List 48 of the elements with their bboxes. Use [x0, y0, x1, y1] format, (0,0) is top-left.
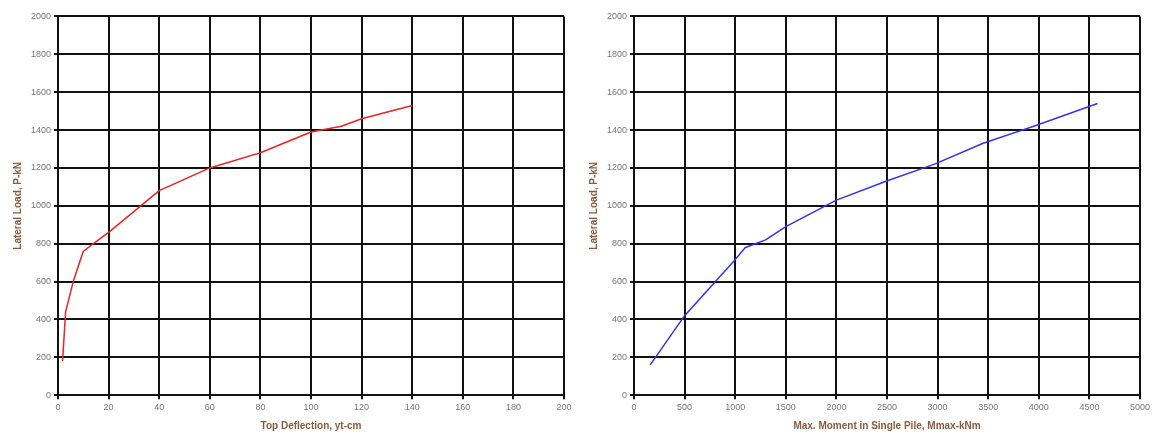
x-tick-label: 200 — [556, 402, 572, 413]
x-tick-label: 1000 — [725, 402, 746, 413]
x-tick-label: 80 — [255, 402, 266, 413]
y-tick-label: 0 — [46, 389, 52, 400]
x-tick-label: 0 — [631, 402, 637, 413]
y-tick-label: 1800 — [606, 48, 628, 59]
y-tick-label: 1800 — [30, 48, 52, 59]
y-tick-label: 800 — [611, 238, 628, 249]
y-tick-label: 1000 — [30, 200, 52, 211]
x-tick-label: 4500 — [1079, 402, 1100, 413]
y-tick-label: 1200 — [606, 162, 628, 173]
y-tick-label: 200 — [35, 351, 52, 362]
x-tick-label: 2000 — [826, 402, 847, 413]
y-axis-title: Lateral Load, P-kN — [11, 161, 23, 250]
y-tick-label: 400 — [35, 313, 52, 324]
y-tick-label: 200 — [611, 351, 628, 362]
x-tick-label: 180 — [505, 402, 521, 413]
y-tick-label: 1400 — [606, 124, 628, 135]
x-tick-label: 3000 — [927, 402, 948, 413]
x-tick-label: 1500 — [775, 402, 796, 413]
x-tick-label: 0 — [55, 402, 61, 413]
y-tick-label: 1600 — [30, 86, 52, 97]
y-tick-label: 2000 — [30, 10, 52, 21]
x-tick-label: 100 — [303, 402, 319, 413]
y-axis-title: Lateral Load, P-kN — [587, 161, 599, 250]
x-tick-label: 160 — [455, 402, 471, 413]
y-tick-label: 1000 — [606, 200, 628, 211]
y-tick-label: 400 — [611, 313, 628, 324]
x-tick-label: 3500 — [978, 402, 999, 413]
x-axis-title: Top Deflection, yt-cm — [260, 419, 362, 431]
x-tick-label: 60 — [204, 402, 215, 413]
x-tick-label: 140 — [404, 402, 420, 413]
y-tick-label: 1400 — [30, 124, 52, 135]
x-tick-label: 4000 — [1028, 402, 1049, 413]
x-tick-label: 5000 — [1129, 402, 1151, 413]
x-tick-label: 20 — [103, 402, 114, 413]
y-tick-label: 1600 — [606, 86, 628, 97]
y-tick-label: 800 — [35, 238, 52, 249]
y-tick-label: 600 — [35, 276, 52, 287]
y-tick-label: 600 — [611, 276, 628, 287]
x-axis-title: Max. Moment in Single Pile, Mmax-kNm — [793, 419, 981, 431]
y-tick-label: 2000 — [606, 10, 628, 21]
x-tick-label: 500 — [677, 402, 693, 413]
x-tick-label: 2500 — [877, 402, 898, 413]
x-tick-label: 40 — [154, 402, 165, 413]
x-tick-label: 120 — [354, 402, 370, 413]
y-tick-label: 1200 — [30, 162, 52, 173]
y-tick-label: 0 — [622, 389, 628, 400]
